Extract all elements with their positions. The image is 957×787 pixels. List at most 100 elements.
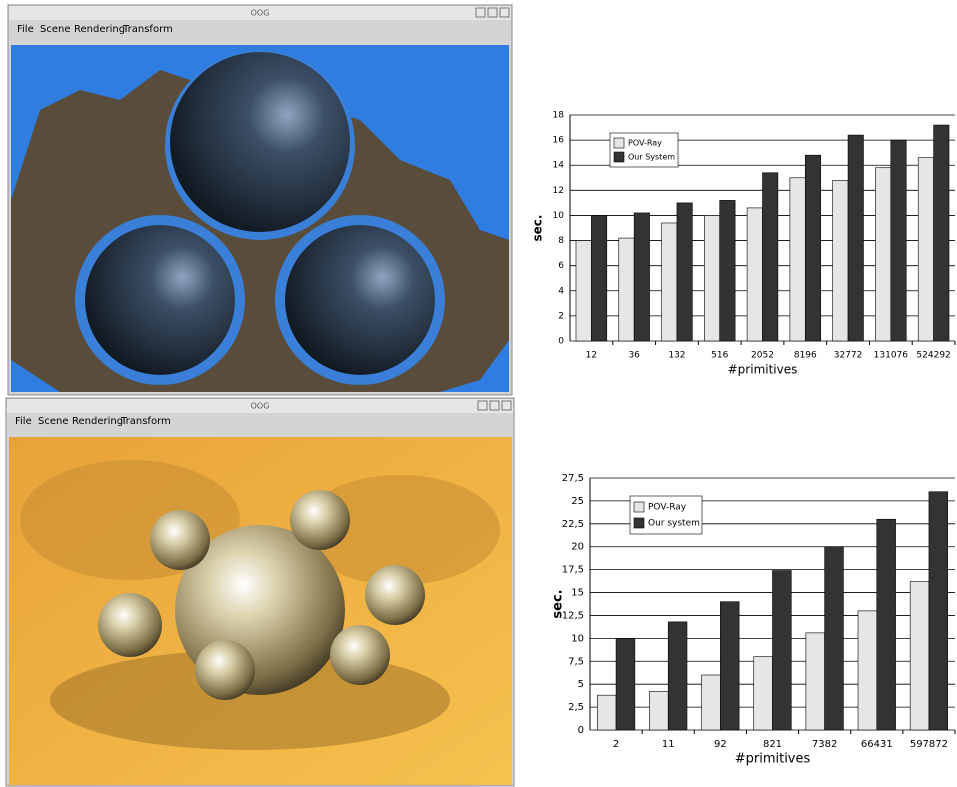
bar — [825, 547, 844, 730]
y-tick-label: 20 — [571, 542, 584, 553]
bar — [597, 695, 616, 730]
legend-label: Our System — [628, 153, 675, 162]
legend-swatch — [614, 138, 624, 148]
x-tick-label: 597872 — [910, 739, 948, 750]
bar — [668, 622, 687, 730]
menu-item[interactable]: Scene — [40, 24, 71, 35]
legend-swatch — [634, 518, 644, 528]
x-tick-label: 32772 — [834, 351, 863, 361]
bar — [790, 178, 805, 341]
y-tick-label: 17,5 — [562, 565, 584, 576]
x-axis-label: #primitives — [735, 752, 811, 767]
bar — [677, 203, 692, 341]
bar — [773, 571, 792, 730]
bar — [720, 200, 735, 341]
y-axis-label: sec. — [551, 589, 566, 618]
menu-item[interactable]: Scene — [38, 416, 69, 427]
x-tick-label: 12 — [586, 351, 597, 361]
y-tick-label: 5 — [578, 679, 584, 690]
x-tick-label: 92 — [714, 739, 727, 750]
y-tick-label: 15 — [571, 588, 584, 599]
sphere — [85, 225, 235, 375]
y-tick-label: 18 — [553, 111, 565, 121]
y-axis-label: sec. — [531, 215, 545, 242]
bar — [910, 582, 929, 730]
bar — [806, 633, 825, 730]
bar — [619, 238, 634, 341]
bar — [576, 241, 591, 341]
bar — [877, 519, 896, 730]
x-tick-label: 131076 — [874, 351, 909, 361]
bar — [704, 215, 719, 341]
sphere — [170, 52, 350, 232]
menu-item[interactable]: Rendering — [72, 416, 123, 427]
x-tick-label: 132 — [668, 351, 685, 361]
y-tick-label: 16 — [553, 136, 565, 146]
y-tick-label: 22,5 — [562, 519, 584, 530]
bar — [702, 675, 721, 730]
y-tick-label: 10 — [571, 633, 584, 644]
y-tick-label: 6 — [558, 261, 564, 271]
bar — [662, 223, 677, 341]
sphere — [365, 565, 425, 625]
bar — [875, 168, 890, 341]
legend-swatch — [614, 152, 624, 162]
y-tick-label: 2 — [558, 311, 564, 321]
legend-label: POV-Ray — [628, 139, 662, 148]
y-tick-label: 8 — [558, 236, 564, 246]
bar — [616, 638, 635, 730]
y-tick-label: 10 — [553, 211, 565, 221]
y-tick-label: 12 — [553, 186, 564, 196]
bar — [929, 492, 948, 730]
y-tick-label: 0 — [558, 337, 564, 347]
bar — [720, 602, 739, 730]
y-tick-label: 27,5 — [562, 473, 584, 484]
bar — [918, 158, 933, 341]
bar — [848, 135, 863, 341]
menu-item[interactable]: File — [17, 24, 34, 35]
bar — [805, 155, 820, 341]
window: OOG File Scene Rendering Transform — [6, 398, 514, 786]
menu-item[interactable]: File — [15, 416, 32, 427]
legend-label: Our system — [648, 519, 700, 529]
bar — [763, 173, 778, 341]
y-tick-label: 14 — [553, 161, 565, 171]
x-tick-label: 7382 — [812, 739, 837, 750]
bar — [833, 180, 848, 341]
x-tick-label: 36 — [628, 351, 640, 361]
sphere — [330, 625, 390, 685]
x-tick-label: 516 — [711, 351, 728, 361]
bar — [649, 692, 668, 730]
x-tick-label: 66431 — [861, 739, 893, 750]
sphere — [98, 593, 162, 657]
y-tick-label: 7,5 — [568, 656, 584, 667]
y-tick-label: 0 — [578, 725, 584, 736]
x-tick-label: 524292 — [916, 351, 950, 361]
window: OOG File Scene Rendering Transform — [8, 5, 512, 395]
legend-label: POV-Ray — [648, 503, 687, 513]
bar — [754, 657, 773, 730]
sphere — [195, 640, 255, 700]
bar — [858, 611, 877, 730]
menu-item[interactable]: Transform — [120, 416, 171, 427]
x-axis-label: #primitives — [728, 363, 798, 377]
x-tick-label: 8196 — [794, 351, 817, 361]
y-tick-label: 4 — [558, 286, 564, 296]
window-title: OOG — [251, 402, 270, 411]
x-tick-label: 821 — [763, 739, 782, 750]
window-title: OOG — [251, 9, 270, 18]
y-tick-label: 25 — [571, 496, 584, 507]
bar — [591, 215, 606, 341]
x-tick-label: 11 — [662, 739, 675, 750]
bar — [747, 208, 762, 341]
menu-item[interactable]: Rendering — [74, 24, 125, 35]
x-tick-label: 2 — [613, 739, 619, 750]
y-tick-label: 2,5 — [568, 702, 584, 713]
sphere — [290, 490, 350, 550]
bar — [891, 140, 906, 341]
menu-item[interactable]: Transform — [122, 24, 173, 35]
sphere — [150, 510, 210, 570]
bar — [634, 213, 649, 341]
x-tick-label: 2052 — [751, 351, 774, 361]
legend-swatch — [634, 502, 644, 512]
